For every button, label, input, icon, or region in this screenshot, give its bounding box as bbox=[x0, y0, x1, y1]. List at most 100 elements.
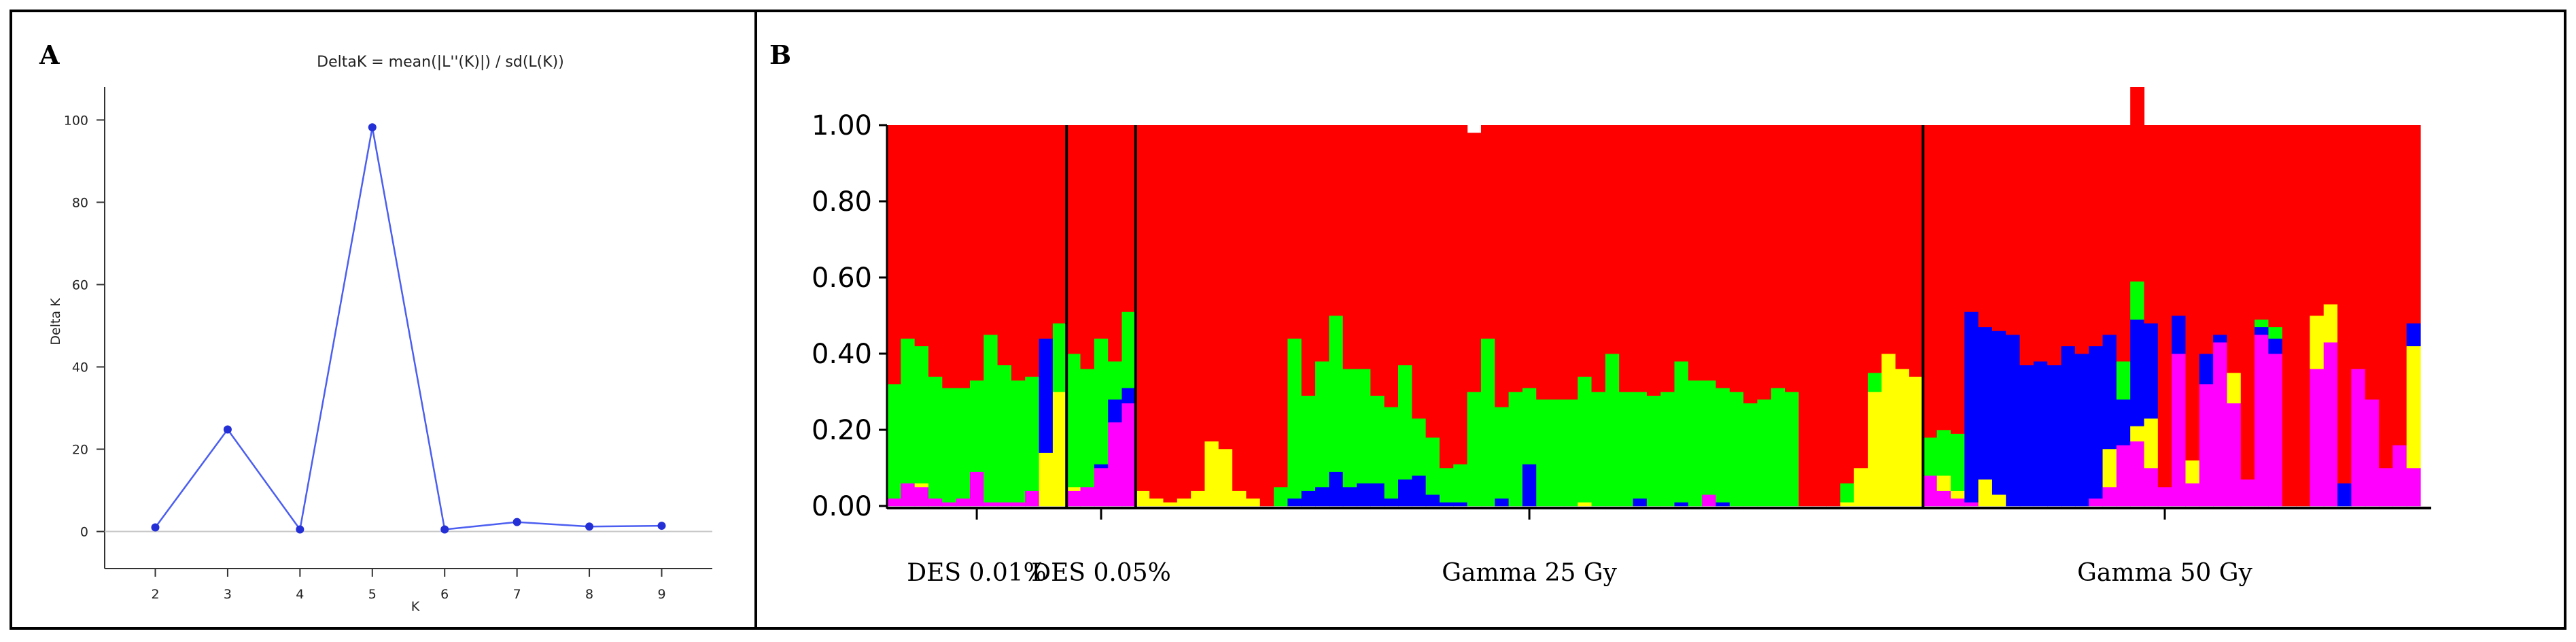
bar-segment-red bbox=[2199, 125, 2214, 354]
bar-segment-blue bbox=[2033, 361, 2048, 507]
bar-segment-green bbox=[956, 388, 971, 499]
bar-segment-green bbox=[1398, 365, 1412, 480]
bar-segment-green bbox=[1619, 392, 1634, 507]
bar-segment-red bbox=[1384, 125, 1399, 407]
bar-segment-green bbox=[1757, 399, 1772, 507]
bar-segment-red bbox=[2337, 125, 2352, 484]
x-tick-label: 3 bbox=[224, 587, 232, 602]
bar-segment-yellow bbox=[1881, 354, 1896, 507]
y-tick-label: 60 bbox=[72, 277, 88, 292]
y-tick-label: 0 bbox=[80, 525, 88, 540]
bar-segment-blue bbox=[1094, 464, 1109, 469]
panel-a-label: A bbox=[39, 39, 60, 70]
bar-segment-green bbox=[1384, 407, 1399, 499]
bar-segment-red bbox=[1674, 125, 1689, 362]
bar-segment-red bbox=[1936, 125, 1951, 430]
bar-segment-blue bbox=[1357, 483, 1371, 507]
bar-segment-green bbox=[1287, 338, 1302, 499]
bar-segment-green bbox=[1301, 395, 1316, 491]
bar-segment-red bbox=[1688, 125, 1703, 381]
bar-segment-red bbox=[1716, 125, 1730, 388]
bar-segment-blue bbox=[1301, 490, 1316, 507]
bar-segment-magenta bbox=[1025, 490, 1040, 507]
bar-segment-magenta bbox=[2406, 468, 2421, 507]
bar-segment-green bbox=[1480, 338, 1495, 507]
bar-segment-green bbox=[1315, 361, 1329, 488]
bar-segment-red bbox=[2379, 125, 2393, 469]
bar-segment-blue bbox=[2061, 345, 2076, 507]
bar-segment-green bbox=[1011, 380, 1026, 503]
bar-segment-blue bbox=[1384, 498, 1399, 507]
bar-segment-green bbox=[1052, 323, 1067, 392]
bar-segment-green bbox=[1660, 392, 1675, 507]
bar-segment-green bbox=[1329, 316, 1344, 472]
bar-segment-green bbox=[942, 388, 957, 503]
bar-segment-green bbox=[1467, 392, 1482, 507]
bar-segment-red bbox=[1315, 125, 1329, 362]
bar-segment-green bbox=[969, 380, 984, 472]
bar-segment-red bbox=[1246, 125, 1261, 499]
bar-segment-red bbox=[1204, 125, 1219, 442]
bar-segment-green bbox=[1563, 399, 1578, 507]
y-tick-label: 1.00 bbox=[812, 110, 872, 141]
panel-b-label: B bbox=[769, 39, 792, 70]
bar-segment-green bbox=[914, 345, 929, 484]
bar-segment-green bbox=[1743, 403, 1758, 507]
bar-segment-red bbox=[1743, 125, 1758, 404]
bar-segment-red bbox=[1177, 125, 1191, 499]
bar-segment-green bbox=[901, 338, 916, 484]
bar-segment-red bbox=[942, 125, 957, 388]
group-label: DES 0.01% bbox=[907, 559, 1047, 587]
bar-segment-blue bbox=[1425, 494, 1440, 507]
bar-segment-magenta bbox=[901, 483, 916, 507]
bar-segment-green bbox=[1425, 437, 1440, 495]
bar-segment-red bbox=[1480, 125, 1495, 339]
bar-segment-red bbox=[2185, 125, 2200, 461]
bar-segment-magenta bbox=[2089, 498, 2104, 507]
bar-segment-blue bbox=[2006, 335, 2021, 507]
bar-segment-red bbox=[1259, 125, 1274, 507]
bar-segment-red bbox=[956, 125, 971, 388]
bar-segment-green bbox=[997, 365, 1012, 503]
bar-segment-magenta bbox=[1936, 490, 1951, 507]
bar-segment-magenta bbox=[2379, 468, 2393, 507]
bar-segment-red bbox=[928, 125, 943, 377]
bar-segment-red bbox=[2144, 125, 2159, 324]
group-label: DES 0.05% bbox=[1031, 559, 1171, 587]
bar-segment-yellow bbox=[1853, 468, 1868, 507]
bar-segment-red bbox=[1757, 125, 1772, 400]
bar-segment-magenta bbox=[2130, 441, 2145, 507]
bar-segment-blue bbox=[1716, 502, 1730, 507]
bar-segment-green bbox=[1771, 388, 1786, 507]
bar-segment-blue bbox=[2130, 319, 2145, 426]
bar-segment-red bbox=[2033, 125, 2048, 362]
bar-segment-yellow bbox=[1895, 369, 1910, 507]
bar-segment-yellow bbox=[1066, 487, 1081, 491]
bar-segment-magenta bbox=[914, 487, 929, 507]
bar-segment-yellow bbox=[2227, 373, 2242, 404]
bar-segment-red bbox=[1467, 133, 1482, 392]
y-tick-label: 80 bbox=[72, 195, 88, 210]
bar-segment-green bbox=[1840, 483, 1855, 503]
bar-segment-blue bbox=[1674, 502, 1689, 507]
bar-segment-yellow bbox=[2185, 460, 2200, 484]
bar-segment-yellow bbox=[2406, 345, 2421, 469]
bar-segment-red bbox=[1108, 125, 1123, 362]
bar-segment-blue bbox=[2047, 365, 2062, 507]
bar-segment-green bbox=[2255, 319, 2269, 328]
bar-segment-blue bbox=[1978, 326, 1993, 480]
bar-segment-blue bbox=[1121, 388, 1136, 404]
bar-segment-green bbox=[1729, 392, 1744, 507]
data-point bbox=[512, 518, 521, 526]
bar-segment-red bbox=[1812, 125, 1827, 507]
bar-segment-yellow bbox=[2102, 449, 2117, 488]
bar-segment-red bbox=[1121, 125, 1136, 312]
bar-segment-red bbox=[1025, 125, 1040, 377]
bar-segment-red bbox=[2006, 125, 2021, 335]
bar-segment-red bbox=[1398, 125, 1412, 366]
bar-segment-blue bbox=[2172, 316, 2187, 354]
bar-segment-green bbox=[887, 384, 901, 499]
bar-segment-red bbox=[1633, 125, 1648, 392]
bar-segment-green bbox=[1121, 311, 1136, 388]
bar-segment-green bbox=[1108, 361, 1123, 400]
